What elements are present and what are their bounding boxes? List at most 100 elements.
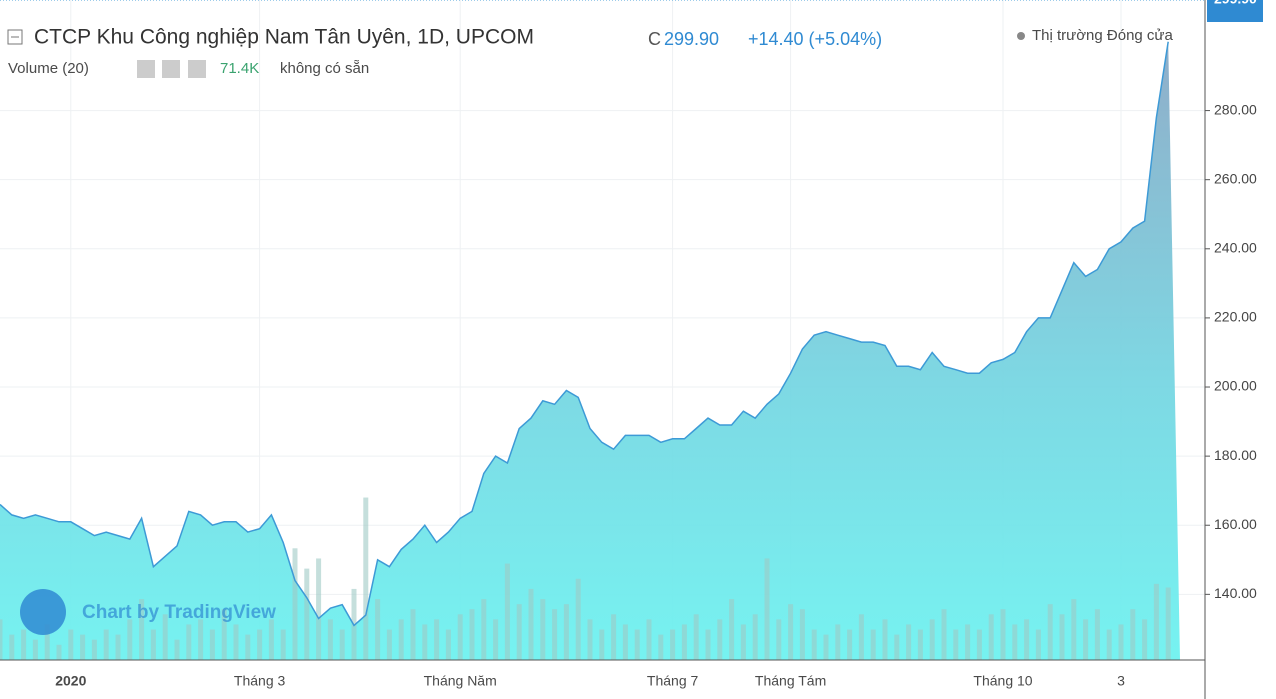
volume-bar <box>292 548 298 660</box>
volume-bar <box>681 624 687 660</box>
price-change: +14.40 (+5.04%) <box>748 29 882 49</box>
price-line <box>0 41 1169 627</box>
volume-bar <box>1106 629 1112 660</box>
y-tick-label: 280.00 <box>1214 101 1257 117</box>
volume-bar <box>103 629 109 660</box>
volume-bar <box>386 629 392 660</box>
volume-bar <box>882 619 888 660</box>
volume-bar <box>493 619 499 660</box>
volume-bar <box>1047 604 1053 660</box>
y-tick-label: 140.00 <box>1214 585 1257 601</box>
volume-bar <box>1035 629 1041 660</box>
volume-bar <box>646 619 652 660</box>
icon-close[interactable] <box>188 60 206 78</box>
volume-last: 71.4K <box>220 60 259 77</box>
volume-bar <box>469 609 475 660</box>
volume-bar <box>198 619 204 660</box>
volume-bar <box>894 634 900 660</box>
volume-bar <box>1083 619 1089 660</box>
volume-bar <box>528 588 534 660</box>
volume-bar <box>717 619 723 660</box>
volume-bar <box>1059 614 1065 660</box>
volume-bar <box>599 629 605 660</box>
volume-bar <box>1024 619 1030 660</box>
volume-bar <box>375 599 381 660</box>
x-tick-label: Tháng 7 <box>647 673 699 689</box>
volume-bar <box>398 619 404 660</box>
volume-bar <box>575 578 581 660</box>
volume-bar <box>540 599 546 660</box>
volume-bar <box>422 624 428 660</box>
volume-bar <box>729 599 735 660</box>
volume-bar <box>906 624 912 660</box>
volume-bar <box>1118 624 1124 660</box>
volume-bar <box>221 609 227 660</box>
volume-bar <box>658 634 664 660</box>
volume-bar <box>976 629 982 660</box>
volume-bar <box>316 558 322 660</box>
volume-bar <box>68 629 74 660</box>
volume-bar <box>587 619 593 660</box>
volume-bar <box>1071 599 1077 660</box>
volume-note: không có sẵn <box>280 60 369 77</box>
volume-bar <box>445 629 451 660</box>
x-tick-label: Tháng 10 <box>973 673 1032 689</box>
volume-bar <box>44 624 50 660</box>
volume-bar <box>847 629 853 660</box>
volume-bar <box>811 629 817 660</box>
volume-bar <box>327 619 333 660</box>
x-tick-label: Tháng 3 <box>234 673 286 689</box>
y-tick-label: 160.00 <box>1214 516 1257 532</box>
volume-bar <box>0 619 3 660</box>
icon-eye[interactable] <box>137 60 155 78</box>
volume-bar <box>115 634 121 660</box>
volume-bar <box>622 624 628 660</box>
chart-title: CTCP Khu Công nghiệp Nam Tân Uyên, 1D, U… <box>34 26 534 49</box>
market-status: Thị trường Đóng cửa <box>1032 27 1173 44</box>
collapse-icon[interactable] <box>7 29 23 45</box>
volume-bar <box>799 609 805 660</box>
volume-bar <box>752 614 758 660</box>
volume-bar <box>965 624 971 660</box>
watermark-logo <box>20 589 66 635</box>
volume-bar <box>611 614 617 660</box>
volume-bar <box>870 629 876 660</box>
volume-bar <box>268 619 274 660</box>
volume-bar <box>516 604 522 660</box>
volume-bar <box>504 563 510 660</box>
y-tick-label: 200.00 <box>1214 378 1257 394</box>
volume-bar <box>363 497 369 660</box>
volume-bar <box>186 624 192 660</box>
volume-bar <box>705 629 711 660</box>
volume-bar <box>1094 609 1100 660</box>
volume-bar <box>139 599 145 660</box>
volume-bar <box>9 634 15 660</box>
volume-bar <box>1165 587 1171 660</box>
status-dot <box>1017 32 1025 40</box>
volume-bar <box>91 639 97 660</box>
volume-bar <box>1142 619 1148 660</box>
volume-bar <box>634 629 640 660</box>
volume-bar <box>410 609 416 660</box>
volume-bar <box>32 639 38 660</box>
volume-bar <box>21 629 27 660</box>
price-area <box>0 41 1180 661</box>
volume-bar <box>776 619 782 660</box>
y-tick-label: 220.00 <box>1214 309 1257 325</box>
icon-settings[interactable] <box>162 60 180 78</box>
y-tick-label: 180.00 <box>1214 447 1257 463</box>
volume-bar <box>764 558 770 660</box>
volume-bar <box>233 624 239 660</box>
y-tick-label: 240.00 <box>1214 239 1257 255</box>
volume-bar <box>552 609 558 660</box>
x-tick-label: Tháng Năm <box>424 673 497 689</box>
volume-bar <box>929 619 935 660</box>
plot <box>0 0 1205 661</box>
volume-bar <box>245 634 251 660</box>
volume-bar <box>257 629 263 660</box>
volume-bar <box>988 614 994 660</box>
volume-bar <box>150 629 156 660</box>
x-tick-label: 2020 <box>55 673 86 689</box>
volume-bar <box>1130 609 1136 660</box>
